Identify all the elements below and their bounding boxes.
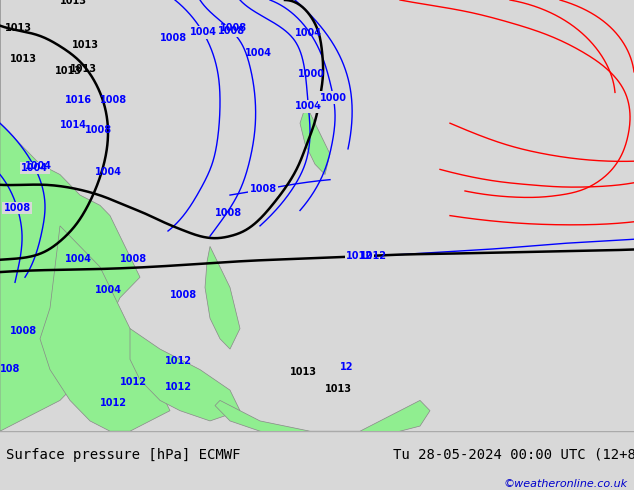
- Text: 1008: 1008: [218, 26, 245, 36]
- Text: 1016: 1016: [65, 95, 92, 105]
- Text: 1013: 1013: [72, 40, 99, 50]
- Polygon shape: [205, 246, 240, 349]
- Text: 1012: 1012: [100, 397, 127, 408]
- Polygon shape: [0, 0, 140, 431]
- Text: 1012: 1012: [120, 377, 147, 387]
- Text: 1004: 1004: [190, 27, 217, 37]
- Text: 1004: 1004: [65, 254, 92, 264]
- Text: 12: 12: [340, 362, 354, 371]
- Text: 1008: 1008: [4, 203, 31, 213]
- Text: 1008: 1008: [85, 125, 112, 135]
- Text: 1013: 1013: [325, 384, 352, 394]
- Text: 1012: 1012: [360, 251, 387, 261]
- Text: 1012: 1012: [346, 251, 373, 262]
- Text: 1004: 1004: [25, 161, 52, 172]
- Text: 1008: 1008: [100, 95, 127, 105]
- Text: 1012: 1012: [165, 382, 192, 392]
- Polygon shape: [130, 328, 240, 421]
- Text: 1004: 1004: [22, 163, 48, 173]
- Text: 1013: 1013: [70, 64, 97, 74]
- Text: Surface pressure [hPa] ECMWF: Surface pressure [hPa] ECMWF: [6, 448, 241, 462]
- Polygon shape: [300, 108, 330, 174]
- Text: 1013: 1013: [60, 0, 87, 6]
- Text: 1008: 1008: [160, 33, 187, 43]
- Text: 1013: 1013: [55, 66, 82, 76]
- Text: 1004: 1004: [95, 285, 122, 294]
- Text: 1008: 1008: [250, 184, 277, 195]
- Text: 1004: 1004: [295, 28, 322, 38]
- Text: 1008: 1008: [170, 290, 197, 300]
- Text: 1008: 1008: [10, 326, 37, 336]
- Text: 1008: 1008: [215, 208, 242, 218]
- Polygon shape: [215, 400, 430, 441]
- Text: 1014: 1014: [60, 121, 87, 130]
- Text: 1008: 1008: [120, 254, 147, 264]
- Polygon shape: [40, 226, 170, 431]
- Text: 108: 108: [0, 364, 20, 374]
- Text: 1013: 1013: [5, 23, 32, 33]
- Text: Tu 28-05-2024 00:00 UTC (12+84): Tu 28-05-2024 00:00 UTC (12+84): [393, 448, 634, 462]
- Text: 1000: 1000: [298, 69, 325, 79]
- Text: 1004: 1004: [95, 167, 122, 176]
- Text: 1000: 1000: [320, 93, 347, 103]
- Text: 1004: 1004: [295, 101, 322, 111]
- Text: 1013: 1013: [10, 53, 37, 64]
- Text: ©weatheronline.co.uk: ©weatheronline.co.uk: [503, 479, 628, 489]
- Text: 1004: 1004: [245, 49, 272, 58]
- Text: 1012: 1012: [165, 356, 192, 367]
- Text: 1013: 1013: [290, 367, 317, 377]
- Text: 1008: 1008: [220, 23, 247, 33]
